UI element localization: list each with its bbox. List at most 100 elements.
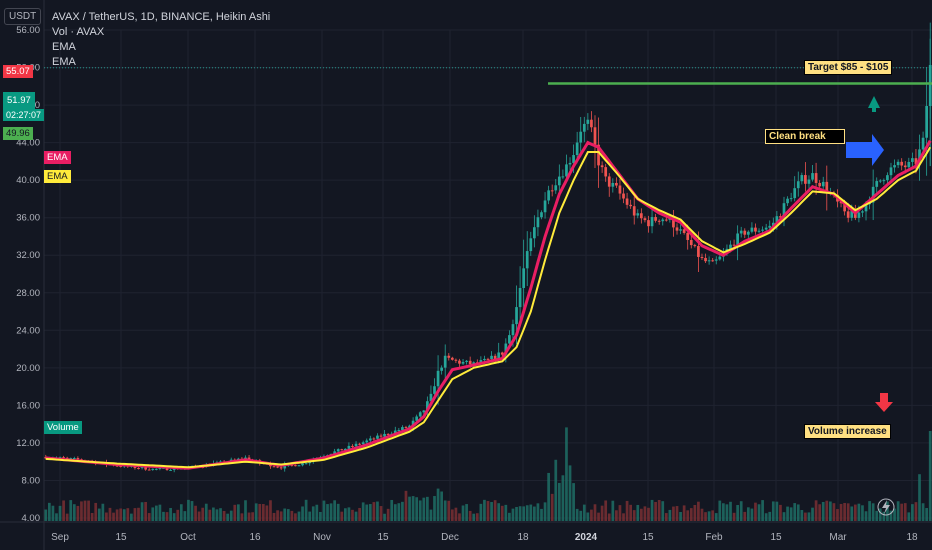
volume-bar [115,509,119,521]
volume-bar [65,513,69,521]
volume-bar [436,488,440,521]
volume-bar [504,504,508,521]
candle-body [144,467,147,470]
candle-body [340,449,344,451]
volume-bar [47,502,51,521]
volume-bar [697,501,700,521]
candle-body [483,358,486,361]
candle-body [169,469,172,471]
candle-body [818,182,822,187]
candle-body [500,352,504,355]
candle-body [789,198,793,200]
candle-body [372,438,376,440]
volume-bar [44,509,48,521]
volume-bar [201,507,205,521]
volume-bar [343,508,347,521]
y-axis-tick-label: 16.00 [16,400,40,411]
volume-bar [536,503,540,521]
candle-body [871,186,875,203]
target-annotation[interactable]: Target $85 - $105 [804,60,893,75]
volume-bar [358,507,361,521]
volume-bar [265,505,269,521]
volume-bar [219,508,222,521]
y-axis-tick-label: 32.00 [16,250,40,261]
candle-body [247,457,251,460]
volume-bar [768,511,772,521]
volume-bar [725,504,729,521]
volume-bar [604,500,608,521]
volume-bar [800,509,804,521]
candle-body [490,355,493,360]
volume-bar [51,505,55,521]
y-axis-tick-label: 24.00 [16,325,40,336]
volume-bar [254,503,258,521]
candle-body [386,433,390,435]
y-axis-tick-label: 36.00 [16,213,40,224]
volume-bar [454,507,458,521]
volume-bar [258,503,262,521]
volume-bar [379,506,383,521]
volume-bar [326,504,329,521]
volume-bar [704,512,707,521]
candle-body [426,401,429,411]
ema-legend-2[interactable]: EMA [52,56,76,68]
currency-button[interactable]: USDT [0,0,44,30]
volume-increase-annotation[interactable]: Volume increase [804,424,891,439]
volume-bar [80,501,83,521]
volume-bar [832,503,836,521]
volume-bar [443,500,447,521]
volume-bar [393,504,397,521]
candle-body [804,175,807,184]
candle-body [165,467,169,471]
volume-bar [821,501,825,521]
x-axis-tick-label: Dec [441,532,459,543]
volume-bar [58,505,62,521]
volume-bar [290,510,294,521]
volume-bar [169,507,172,521]
candle-body [811,173,814,180]
candle-body [415,416,419,421]
volume-bar [126,508,130,521]
volume-bar [176,509,180,521]
candle-body [433,386,436,394]
candle-body [447,355,451,358]
candle-body [643,218,647,221]
candle-body [814,173,818,183]
volume-bar [283,508,287,521]
candle-body [611,182,615,187]
candle-body [900,161,904,166]
volume-bar [590,509,593,521]
volume-bar [140,502,144,521]
candle-body [575,142,579,156]
candle-body [629,204,633,207]
y-axis-tick-label: 4.00 [22,513,41,524]
candle-body [793,188,797,199]
candle-body [276,466,279,468]
volume-bar [918,474,921,521]
volume-bar [72,504,76,521]
volume-bar [229,510,233,521]
volume-bar [743,511,747,521]
candle-body [582,123,586,132]
volume-bar [572,483,575,521]
symbol-title[interactable]: AVAX / TetherUS, 1D, BINANCE, Heikin Ash… [52,11,271,23]
candle-body [336,449,340,452]
candle-body [604,167,608,177]
candle-body [711,260,715,262]
volume-bar [294,513,297,521]
volume-bar [654,501,657,521]
x-axis-tick-label: Mar [829,532,847,543]
volume-bar [101,503,105,521]
candle-body [693,245,697,247]
candle-body [119,465,123,467]
volume-legend[interactable]: Vol · AVAX [52,26,105,38]
candle-body [590,119,593,128]
candle-body [154,468,158,470]
clean-break-annotation[interactable]: Clean break [765,129,845,144]
volume-bar [475,513,479,521]
volume-bar [154,505,158,521]
volume-bar [62,500,65,521]
candle-body [861,211,864,213]
ema-legend-1[interactable]: EMA [52,41,76,53]
